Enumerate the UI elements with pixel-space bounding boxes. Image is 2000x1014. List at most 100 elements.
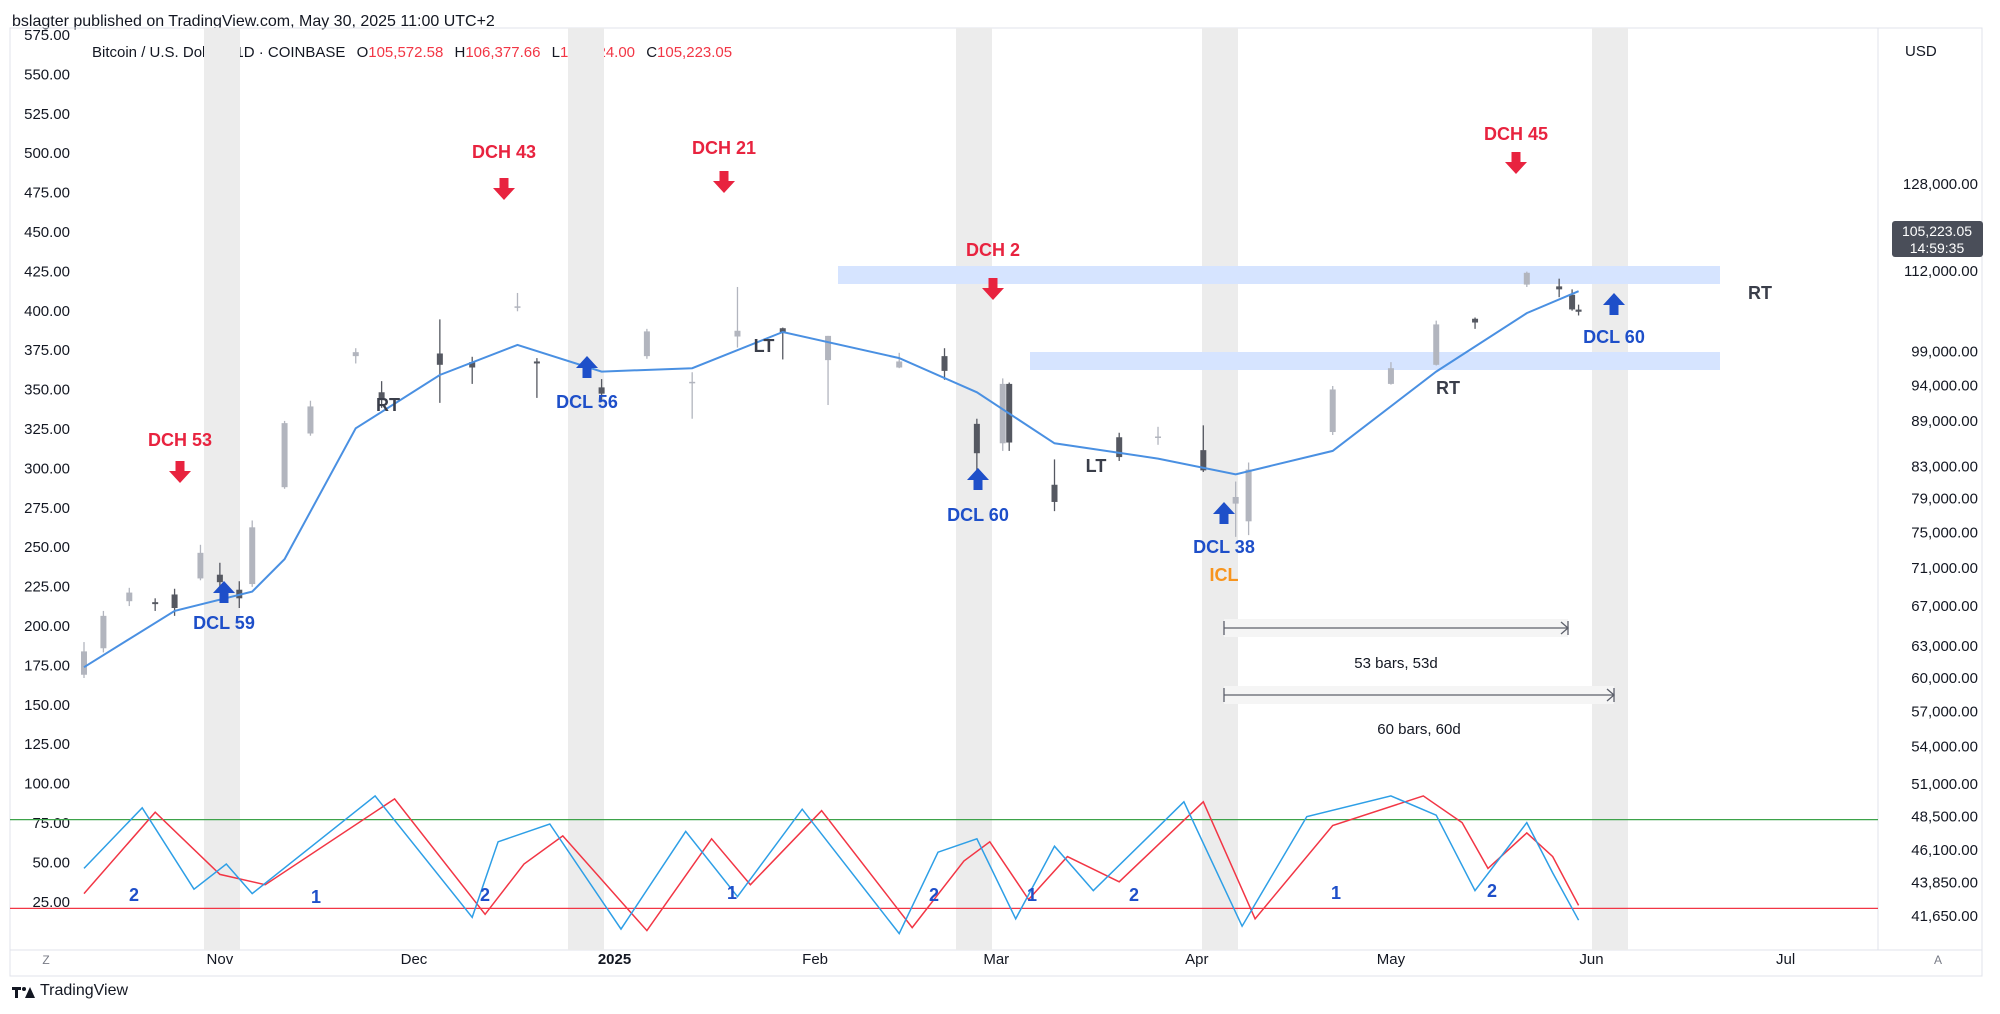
candle-body [100, 615, 107, 649]
candle-body [469, 362, 476, 368]
dcl-label: DCL 59 [193, 613, 255, 633]
candle-body [1051, 484, 1058, 502]
time-axis-label: May [1377, 951, 1406, 968]
price-axis-tick: 94,000.00 [1911, 377, 1978, 394]
candle [1329, 385, 1336, 435]
candle-body [1245, 469, 1252, 522]
candle [307, 400, 314, 436]
candle [1387, 362, 1394, 385]
cycle-low-band-2 [568, 28, 604, 950]
cycle-number: 1 [1027, 885, 1037, 905]
dch-label: DCH 43 [472, 142, 536, 162]
dcl-label: DCL 56 [556, 392, 618, 412]
left-axis-tick: 575.00 [24, 27, 70, 44]
dcl-arrow-icon [1213, 502, 1235, 524]
arrow-head [1213, 502, 1235, 514]
arrow-head [1505, 162, 1527, 174]
cycle-number: 1 [1331, 883, 1341, 903]
left-axis-tick: 475.00 [24, 185, 70, 202]
dcl-label: DCL 60 [1583, 327, 1645, 347]
icl-label: ICL [1210, 565, 1239, 585]
candle [533, 358, 540, 398]
arrow-shaft [988, 278, 998, 289]
auto-scale-button-left[interactable]: Z [42, 953, 49, 967]
dcl-arrow-icon [1603, 293, 1625, 315]
left-axis-tick: 400.00 [24, 303, 70, 320]
high-value: 106,377.66 [465, 44, 541, 61]
measure-53-bars: 53 bars, 53d [1223, 619, 1569, 672]
candle [152, 598, 159, 611]
left-axis-tick: 250.00 [24, 539, 70, 556]
chart-frame [9, 27, 1983, 977]
candle-body [1556, 286, 1563, 290]
price-axis-tick: 71,000.00 [1911, 560, 1978, 577]
left-axis-tick: 525.00 [24, 106, 70, 123]
candle-body [1523, 272, 1530, 285]
translation-label: RT [1748, 283, 1772, 303]
measure-60-bars: 60 bars, 60d [1223, 686, 1615, 738]
candle [378, 381, 385, 408]
arrow-shaft [219, 592, 229, 603]
price-axis-tick: 41,650.00 [1911, 908, 1978, 925]
candle-body [1569, 294, 1576, 310]
candle-body [734, 330, 741, 337]
candle-body [1575, 309, 1582, 312]
cycle-low-band-5 [1592, 28, 1628, 950]
left-axis-tick: 125.00 [24, 736, 70, 753]
time-axis-label: Dec [401, 951, 428, 968]
candle-body [598, 387, 605, 394]
candle-body [999, 383, 1006, 444]
candle [1556, 278, 1563, 298]
candle-body [1155, 436, 1162, 438]
price-axis-tick: 67,000.00 [1911, 598, 1978, 615]
candle-body [81, 651, 87, 675]
candle-body [281, 423, 288, 488]
candle-body [514, 306, 521, 308]
candle-body [1433, 324, 1440, 365]
tradingview-brand[interactable]: TradingView [12, 982, 128, 1000]
candle [999, 378, 1006, 451]
moving-average-line [83, 290, 1579, 669]
candle [249, 520, 256, 587]
cycle-low-band-1 [204, 28, 240, 950]
left-axis-tick: 425.00 [24, 263, 70, 280]
arrow-head [1603, 293, 1625, 305]
price-axis-tick: 79,000.00 [1911, 491, 1978, 508]
price-axis-tick: 75,000.00 [1911, 525, 1978, 542]
candle [1006, 382, 1013, 451]
candle-body [249, 527, 256, 585]
candle [197, 544, 204, 581]
measure-label: 53 bars, 53d [1354, 655, 1437, 672]
left-axis-tick: 175.00 [24, 657, 70, 674]
left-axis-tick: 50.00 [32, 854, 70, 871]
candle-body [1472, 318, 1479, 323]
candle [469, 356, 476, 384]
dch-arrow-icon [982, 278, 1004, 300]
dch-label: DCH 53 [148, 430, 212, 450]
high-label: H [454, 44, 466, 61]
price-axis-tick: 83,000.00 [1911, 458, 1978, 475]
left-axis-tick: 225.00 [24, 579, 70, 596]
price-axis-tick: 63,000.00 [1911, 638, 1978, 655]
stoch-k-line [83, 794, 1580, 936]
dcl-arrow-icon [576, 356, 598, 378]
cycle-number: 1 [727, 883, 737, 903]
left-axis-tick: 275.00 [24, 500, 70, 517]
tradingview-logo-icon [12, 984, 35, 998]
price-axis-tick: 54,000.00 [1911, 739, 1978, 756]
candle-body [1329, 389, 1336, 433]
price-axis-tick: 46,100.00 [1911, 842, 1978, 859]
dch-arrow-icon [493, 178, 515, 200]
candle-body [216, 574, 223, 583]
cycle-number: 1 [311, 887, 321, 907]
auto-scale-button-right[interactable]: A [1934, 953, 1942, 967]
close-value: 105,223.05 [657, 44, 733, 61]
resistance-zone-lower [1030, 352, 1720, 370]
candle-body [1387, 368, 1394, 384]
price-axis-tick: 128,000.00 [1903, 176, 1978, 193]
bar-countdown: 14:59:35 [1910, 240, 1965, 256]
left-axis-tick: 350.00 [24, 382, 70, 399]
candle-body [779, 328, 786, 333]
arrow-shaft [175, 461, 185, 472]
